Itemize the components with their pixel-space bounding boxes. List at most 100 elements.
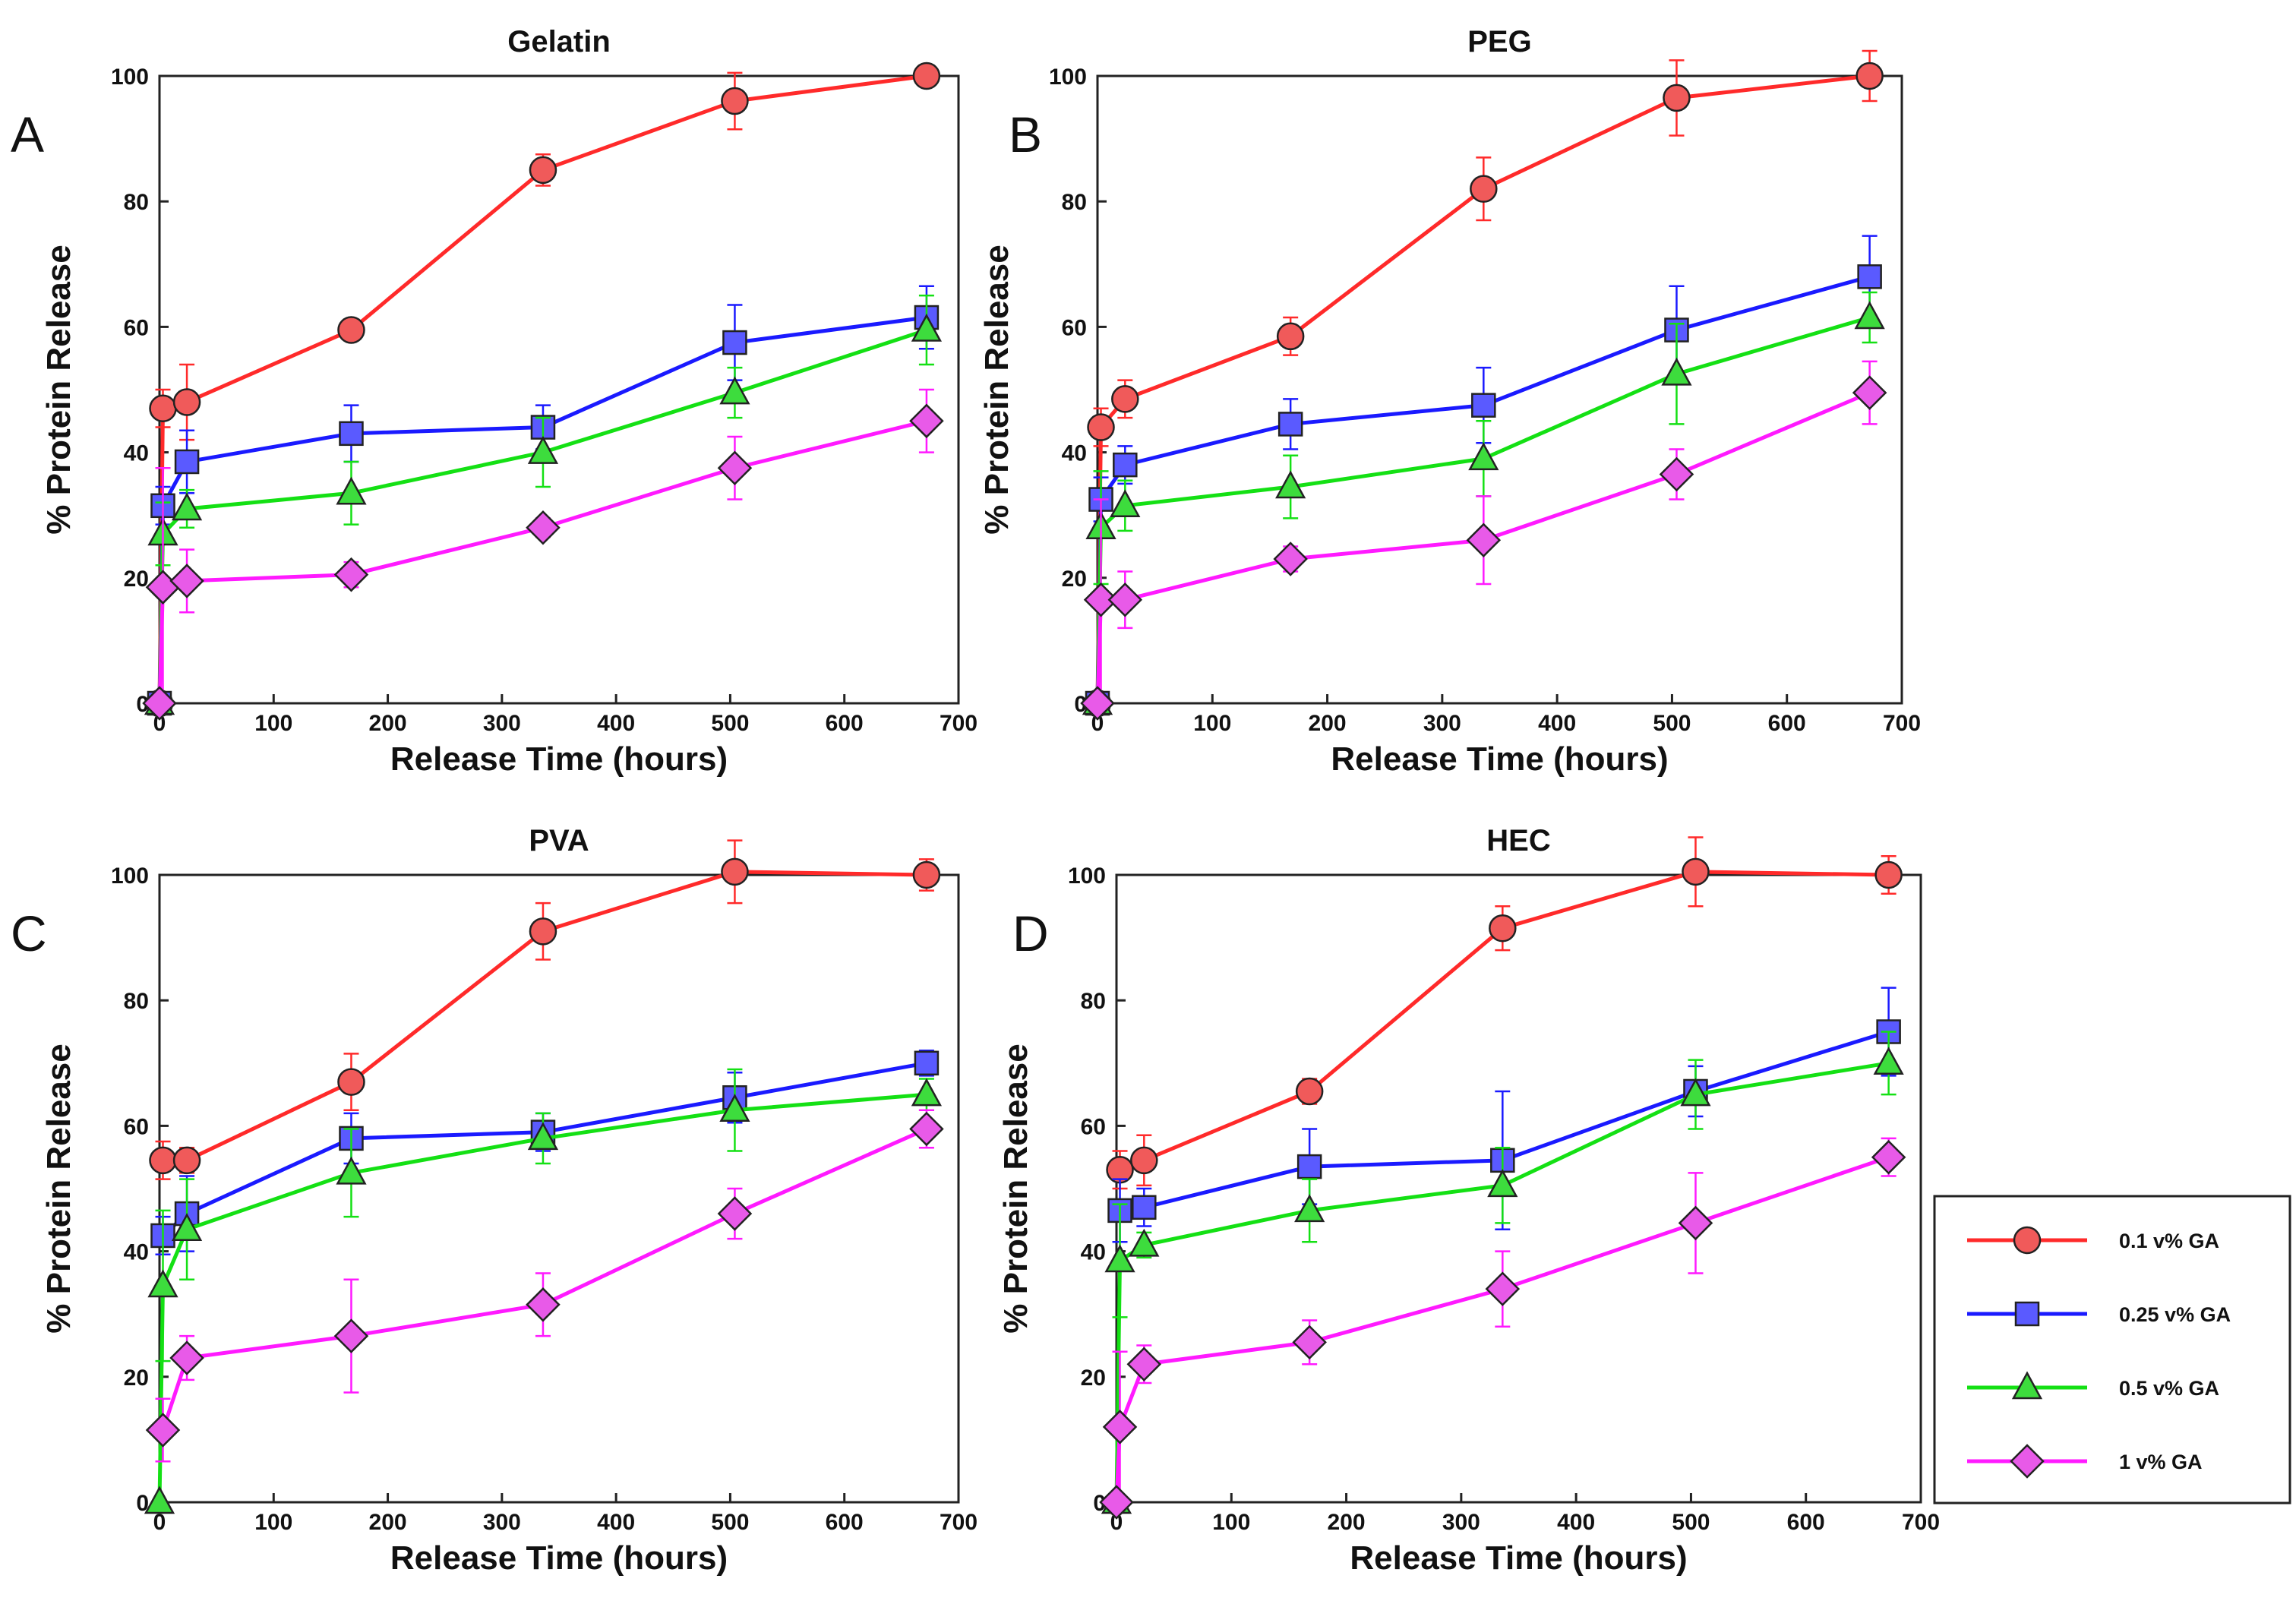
data-point	[145, 570, 181, 605]
y-tick-label: 40	[1081, 1240, 1106, 1265]
series-1	[1106, 836, 1903, 1190]
x-tick-label: 200	[1328, 1510, 1366, 1535]
x-tick-label: 0	[153, 1510, 166, 1535]
data-point	[1857, 264, 1882, 289]
panel-label: A	[11, 106, 44, 163]
data-point	[1275, 470, 1306, 499]
x-axis-label: Release Time (hours)	[390, 740, 728, 778]
series-2	[150, 1050, 940, 1255]
data-point	[1466, 523, 1502, 558]
data-point	[1874, 860, 1903, 889]
data-point	[1852, 375, 1887, 410]
x-tick-label: 100	[254, 1510, 292, 1535]
legend-label: 0.25 v% GA	[2119, 1303, 2231, 1326]
data-point	[145, 1413, 181, 1448]
x-tick-label: 600	[1768, 711, 1806, 736]
data-point	[719, 376, 750, 405]
data-point	[911, 313, 943, 342]
data-point	[912, 860, 941, 889]
data-point	[339, 421, 364, 447]
y-tick-label: 60	[1062, 315, 1087, 340]
y-axis-label: % Protein Release	[997, 1044, 1034, 1334]
series-4	[145, 1109, 944, 1463]
x-tick-label: 400	[1538, 711, 1576, 736]
data-point	[1470, 175, 1498, 203]
series-4	[1099, 1137, 1906, 1520]
data-point	[1471, 393, 1496, 418]
data-point	[1130, 1146, 1158, 1175]
data-point	[174, 449, 200, 475]
y-tick-label: 40	[124, 1240, 149, 1265]
y-tick-label: 60	[124, 315, 149, 340]
x-tick-label: 500	[711, 1510, 749, 1535]
data-point	[1489, 914, 1517, 943]
data-point	[142, 686, 177, 721]
data-point	[1487, 1169, 1518, 1198]
plot-frame	[158, 873, 960, 1504]
data-point	[333, 1318, 369, 1353]
data-point	[1113, 452, 1138, 478]
data-point	[169, 564, 204, 598]
x-tick-label: 100	[1193, 711, 1231, 736]
y-tick-label: 80	[1062, 190, 1087, 215]
y-tick-label: 0	[1093, 1491, 1106, 1516]
data-point	[527, 435, 559, 464]
data-point	[1296, 1154, 1322, 1179]
x-axis-label: Release Time (hours)	[390, 1539, 728, 1577]
data-point	[529, 917, 557, 946]
data-point	[909, 1111, 944, 1147]
panel-label: C	[11, 905, 47, 961]
data-point	[1083, 582, 1119, 617]
data-point	[527, 1122, 559, 1151]
legend-marker	[2014, 1301, 2040, 1327]
legend-marker	[2010, 1444, 2045, 1479]
data-point	[172, 388, 201, 416]
data-point	[1111, 385, 1139, 413]
data-point	[333, 557, 369, 592]
chart-title: HEC	[1486, 824, 1550, 857]
data-point	[1277, 412, 1303, 437]
x-axis-label: Release Time (hours)	[1331, 740, 1668, 778]
data-point	[1107, 582, 1143, 617]
data-point	[1080, 686, 1115, 721]
data-point	[1110, 489, 1141, 518]
data-point	[1102, 1410, 1138, 1445]
y-tick-label: 80	[124, 989, 149, 1014]
x-tick-label: 100	[254, 711, 292, 736]
y-tick-label: 100	[111, 65, 149, 90]
data-point	[147, 1269, 178, 1298]
data-point	[144, 1486, 175, 1514]
x-tick-label: 700	[940, 1510, 977, 1535]
series-1	[149, 839, 941, 1180]
data-point	[337, 316, 365, 344]
x-tick-label: 300	[1442, 1510, 1480, 1535]
data-point	[149, 394, 177, 423]
y-tick-label: 100	[111, 864, 149, 889]
data-point	[171, 1213, 203, 1241]
x-axis-label: Release Time (hours)	[1350, 1539, 1687, 1577]
y-tick-label: 40	[1062, 441, 1087, 466]
data-point	[1680, 1078, 1711, 1107]
data-point	[1294, 1194, 1325, 1223]
data-point	[722, 330, 747, 355]
data-point	[1276, 322, 1305, 351]
panel-label: B	[1009, 106, 1042, 163]
series-3	[1101, 1031, 1904, 1514]
x-tick-label: 700	[1883, 711, 1921, 736]
chart-title: Gelatin	[507, 25, 611, 58]
y-tick-label: 60	[124, 1114, 149, 1139]
y-axis-label: % Protein Release	[40, 1044, 77, 1334]
x-tick-label: 400	[597, 1510, 635, 1535]
plot-frame	[1096, 74, 1903, 705]
y-tick-label: 0	[136, 1491, 149, 1516]
data-point	[526, 510, 561, 545]
data-point	[1659, 456, 1694, 492]
legend-box	[1933, 1195, 2291, 1505]
data-point	[1854, 301, 1885, 330]
y-tick-label: 60	[1081, 1114, 1106, 1139]
plot-frame	[158, 74, 960, 705]
